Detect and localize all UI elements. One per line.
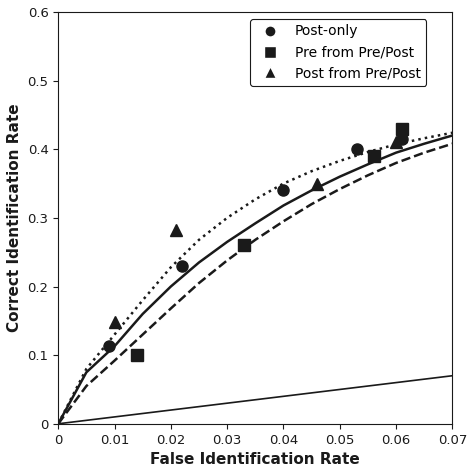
X-axis label: False Identification Rate: False Identification Rate [150, 452, 360, 467]
Y-axis label: Correct Identification Rate: Correct Identification Rate [7, 103, 22, 332]
Legend: Post-only, Pre from Pre/Post, Post from Pre/Post: Post-only, Pre from Pre/Post, Post from … [250, 19, 427, 86]
